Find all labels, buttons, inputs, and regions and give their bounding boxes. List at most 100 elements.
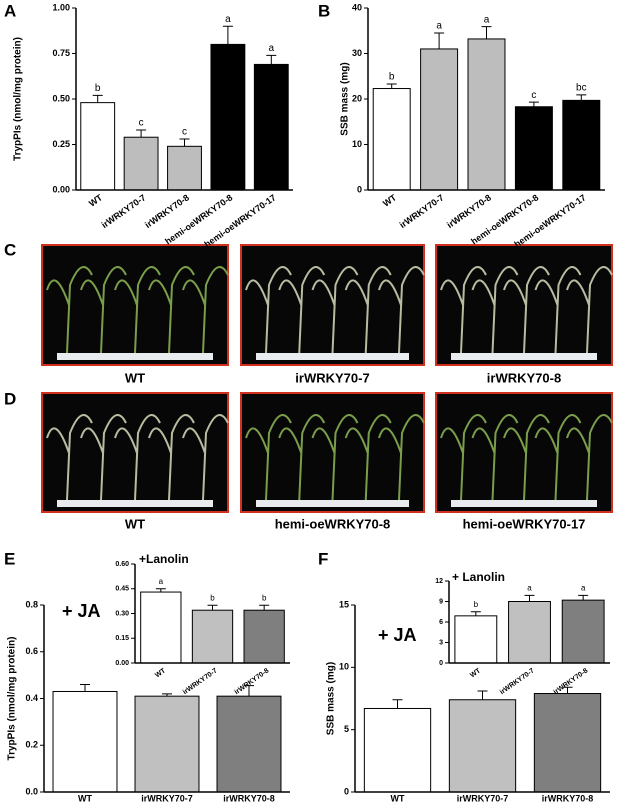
x-tick-label: irWRKY70-8 (445, 192, 493, 230)
bar (210, 43, 246, 191)
x-tick-label: WT (78, 793, 92, 803)
annotation: + JA (62, 601, 101, 621)
plant (566, 414, 613, 501)
plant (344, 414, 392, 501)
bar (467, 38, 506, 191)
error-bar (207, 604, 218, 611)
bar (52, 690, 118, 793)
plant (148, 266, 195, 354)
error-bar (179, 138, 190, 147)
error-bar (386, 83, 397, 89)
significance-letter: b (95, 83, 101, 94)
plant (182, 414, 229, 501)
photo-base (451, 353, 597, 360)
panel-label: E (4, 549, 15, 568)
error-bar (80, 683, 90, 692)
significance-letter: bc (576, 83, 587, 94)
annotation: + Lanolin (452, 570, 505, 584)
plant (378, 414, 425, 501)
plant (245, 266, 292, 354)
bar (514, 106, 553, 191)
plant (503, 266, 550, 354)
y-tick-label: 20 (352, 93, 362, 103)
bar (216, 695, 282, 793)
y-tick-label: 15 (339, 599, 349, 609)
bar (123, 136, 159, 191)
error-bar (578, 594, 589, 601)
x-tick-label: irWRKY70-7 (499, 667, 536, 696)
plant (503, 414, 550, 501)
plant (46, 266, 93, 354)
photo-caption: WT (125, 516, 145, 531)
bar (167, 145, 202, 191)
plant (148, 414, 195, 501)
bar (134, 695, 200, 793)
x-tick-label: WT (154, 667, 168, 679)
significance-letter: b (210, 593, 215, 602)
significance-letter: c (182, 127, 187, 138)
y-tick-label: 10 (339, 662, 349, 672)
significance-letter: b (262, 593, 267, 602)
plant (534, 266, 582, 354)
x-tick-label: hemi-oeWRKY70-17 (202, 192, 277, 249)
plant (440, 266, 487, 354)
photo-base (57, 353, 213, 360)
photo-caption: hemi-oeWRKY70-8 (275, 516, 391, 531)
bar (562, 99, 601, 191)
y-tick-label: 12 (435, 578, 443, 585)
bar (363, 707, 432, 793)
y-tick-label: 0.75 (52, 48, 70, 58)
plant (245, 414, 292, 501)
y-tick-label: 0 (439, 660, 443, 667)
y-axis-label: SSB mass (mg) (326, 662, 337, 735)
significance-letter: a (436, 21, 442, 32)
y-tick-label: 0.4 (25, 693, 38, 703)
plant (311, 414, 359, 501)
significance-letter: b (389, 72, 395, 83)
error-bar (528, 101, 539, 107)
plant (114, 414, 161, 501)
error-bar (222, 25, 233, 45)
error-bar (92, 94, 103, 103)
significance-letter: a (159, 577, 164, 586)
y-tick-label: 0.6 (25, 646, 38, 656)
bar (454, 615, 498, 664)
error-bar (155, 588, 166, 593)
plant (114, 266, 161, 354)
significance-letter: a (225, 14, 231, 25)
plant (46, 414, 93, 501)
photo-caption: hemi-oeWRKY70-17 (463, 516, 586, 531)
y-tick-label: 0.0 (25, 786, 38, 796)
panel-label: F (318, 549, 328, 568)
significance-letter: a (484, 14, 490, 25)
y-axis-label: SSB mass (mg) (340, 62, 351, 135)
bar (448, 699, 517, 793)
error-bar (259, 604, 270, 611)
x-tick-label: WT (391, 793, 405, 803)
y-tick-label: 0.45 (115, 586, 129, 593)
y-axis-label: TrypPIs (nmol/mg protein) (13, 37, 24, 161)
bar (191, 609, 234, 664)
bar (372, 88, 411, 191)
y-tick-label: 0 (357, 184, 362, 194)
photo-base (256, 500, 409, 507)
bar (253, 63, 289, 191)
bar (533, 693, 602, 793)
error-bar (477, 690, 488, 700)
x-tick-label: irWRKY70-7 (100, 192, 148, 230)
photo-base (57, 500, 213, 507)
photo-base (451, 500, 597, 507)
y-tick-label: 40 (352, 2, 362, 12)
error-bar (136, 129, 147, 138)
panel-label: B (318, 1, 330, 20)
y-tick-label: 0 (344, 786, 349, 796)
error-bar (162, 693, 172, 697)
panel-label: A (4, 1, 16, 20)
plant (534, 414, 582, 501)
plant (344, 266, 392, 354)
bar (243, 609, 285, 664)
photo-caption: irWRKY70-7 (295, 370, 369, 385)
x-tick-label: irWRKY70-7 (182, 667, 219, 696)
x-tick-label: irWRKY70-8 (542, 793, 594, 803)
